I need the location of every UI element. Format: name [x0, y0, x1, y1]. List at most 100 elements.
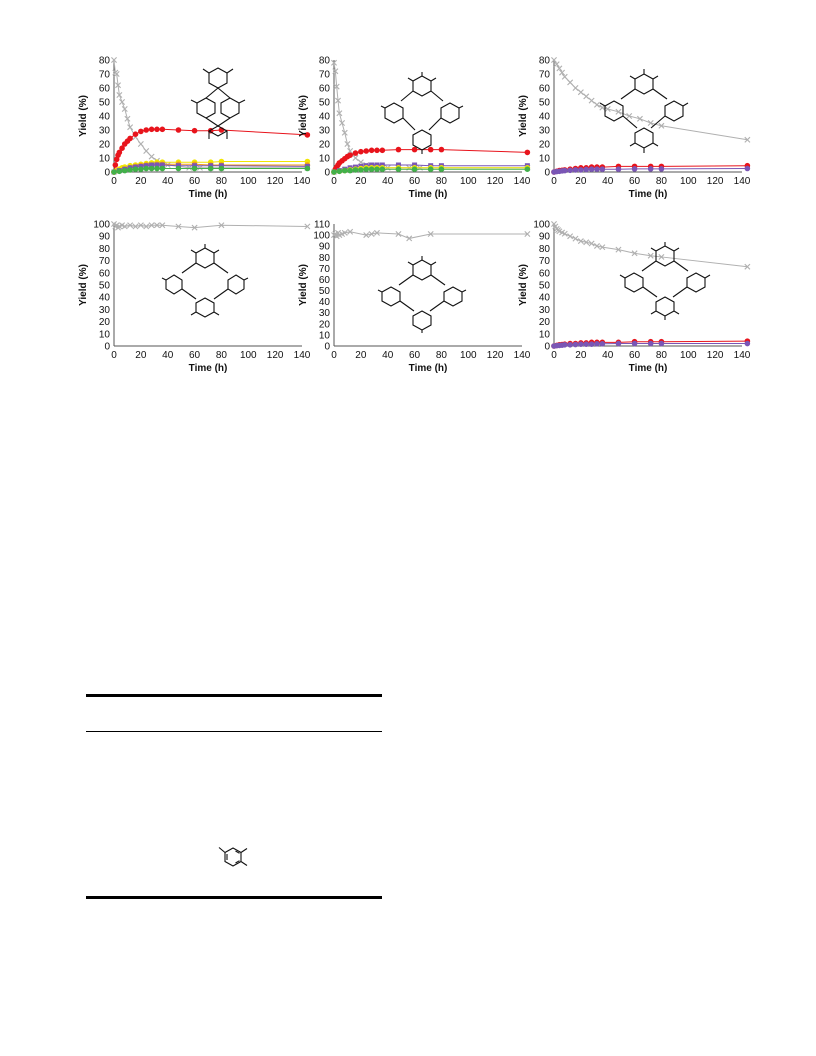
- data-point: [208, 163, 214, 169]
- data-point: [304, 165, 311, 172]
- y-tick-label: 10: [319, 330, 331, 341]
- y-tick-label: 40: [319, 297, 331, 308]
- y-tick-label: 30: [539, 126, 551, 137]
- data-point: [379, 162, 385, 168]
- data-point: [332, 68, 339, 75]
- data-point: [137, 222, 144, 229]
- data-point: [148, 126, 155, 133]
- data-point: [578, 341, 584, 347]
- macrocycle-structure-4: [161, 244, 249, 318]
- y-tick-label: 80: [539, 56, 551, 67]
- data-point: [599, 166, 606, 172]
- series-line: [333, 231, 528, 239]
- data-point: [143, 148, 150, 154]
- y-tick-label: 60: [539, 268, 551, 279]
- data-point: [561, 230, 568, 237]
- x-tick-label: 120: [707, 350, 724, 361]
- data-point: [363, 232, 370, 239]
- macrocycle-structure-1: [190, 67, 246, 139]
- y-tick-label: 50: [99, 281, 111, 292]
- data-point: [191, 127, 198, 134]
- chart-panel-2: 0 10 20 30 40 50 60 70 80 0 20 40 60 80 100 120 140 Time …: [292, 54, 531, 204]
- y-tick-label: 10: [99, 329, 111, 340]
- data-point: [411, 166, 418, 172]
- y-axis-label: Yield (%): [518, 95, 529, 137]
- data-point: [631, 250, 638, 257]
- y-tick-label: 80: [319, 253, 331, 264]
- y-tick-label: 50: [319, 286, 331, 297]
- data-point: [369, 162, 375, 168]
- data-point: [744, 165, 751, 172]
- data-point: [159, 126, 166, 133]
- data-point: [578, 167, 584, 173]
- y-tick-label: 60: [539, 84, 551, 95]
- data-point: [636, 115, 643, 122]
- data-point: [572, 85, 579, 91]
- series-0: [551, 57, 751, 143]
- x-tick-label: 40: [382, 350, 394, 361]
- x-tick-label: 100: [460, 176, 477, 187]
- data-point: [111, 169, 117, 175]
- data-point: [395, 166, 402, 172]
- data-point: [572, 341, 579, 348]
- data-point: [658, 340, 665, 347]
- y-tick-label: 110: [314, 220, 330, 231]
- data-point: [336, 110, 343, 117]
- data-point: [153, 222, 160, 229]
- data-point: [352, 167, 359, 173]
- y-tick-label: 60: [319, 84, 331, 95]
- data-point: [121, 223, 128, 230]
- data-point: [341, 229, 348, 236]
- data-point: [427, 146, 434, 153]
- x-tick-label: 100: [460, 350, 477, 361]
- data-point: [111, 57, 117, 63]
- x-tick-label: 80: [656, 350, 668, 361]
- data-point: [154, 165, 160, 172]
- y-tick-label: 70: [99, 256, 111, 267]
- data-point: [553, 61, 560, 68]
- data-point: [599, 341, 606, 347]
- data-point: [412, 162, 418, 168]
- data-point: [149, 162, 155, 168]
- data-point: [304, 223, 311, 230]
- data-point: [127, 135, 133, 142]
- table-header-rule: [86, 731, 382, 732]
- data-point: [561, 341, 568, 348]
- y-tick-label: 60: [99, 268, 111, 279]
- data-point: [588, 341, 595, 347]
- x-tick-label: 140: [734, 176, 751, 187]
- data-point: [374, 162, 380, 168]
- data-point: [115, 82, 122, 89]
- data-point: [341, 167, 348, 174]
- x-axis-label: Time (h): [629, 189, 668, 200]
- x-tick-label: 0: [331, 350, 337, 361]
- x-tick-label: 140: [514, 176, 531, 187]
- data-point: [567, 167, 573, 174]
- data-point: [379, 166, 386, 172]
- y-tick-label: 30: [539, 305, 551, 316]
- y-tick-label: 10: [319, 154, 331, 165]
- data-point: [113, 71, 120, 77]
- chart-panel-6: 0 10 20 30 40 50 60 70 80 90 100 0 20 40 60 80 100 120 140…: [512, 218, 751, 378]
- data-point: [143, 223, 150, 230]
- x-tick-label: 0: [551, 176, 557, 187]
- x-tick-label: 140: [514, 350, 531, 361]
- data-point: [561, 167, 568, 174]
- y-tick-label: 80: [319, 56, 331, 67]
- y-tick-label: 10: [539, 329, 551, 340]
- table-top-rule: [86, 694, 382, 697]
- data-point: [352, 150, 359, 156]
- data-point: [358, 148, 364, 155]
- x-tick-label: 40: [602, 350, 614, 361]
- macrocycle-structure-3: [599, 69, 689, 153]
- y-tick-label: 80: [539, 244, 551, 255]
- data-point: [647, 166, 654, 172]
- series-5: [111, 165, 311, 175]
- data-point: [336, 168, 343, 175]
- data-point: [159, 162, 165, 168]
- chart-panel-1: 0 10 20 30 40 50 60 70 80 0 20 40 60 80 100 120 140 Time …: [72, 54, 311, 204]
- x-tick-label: 100: [240, 350, 257, 361]
